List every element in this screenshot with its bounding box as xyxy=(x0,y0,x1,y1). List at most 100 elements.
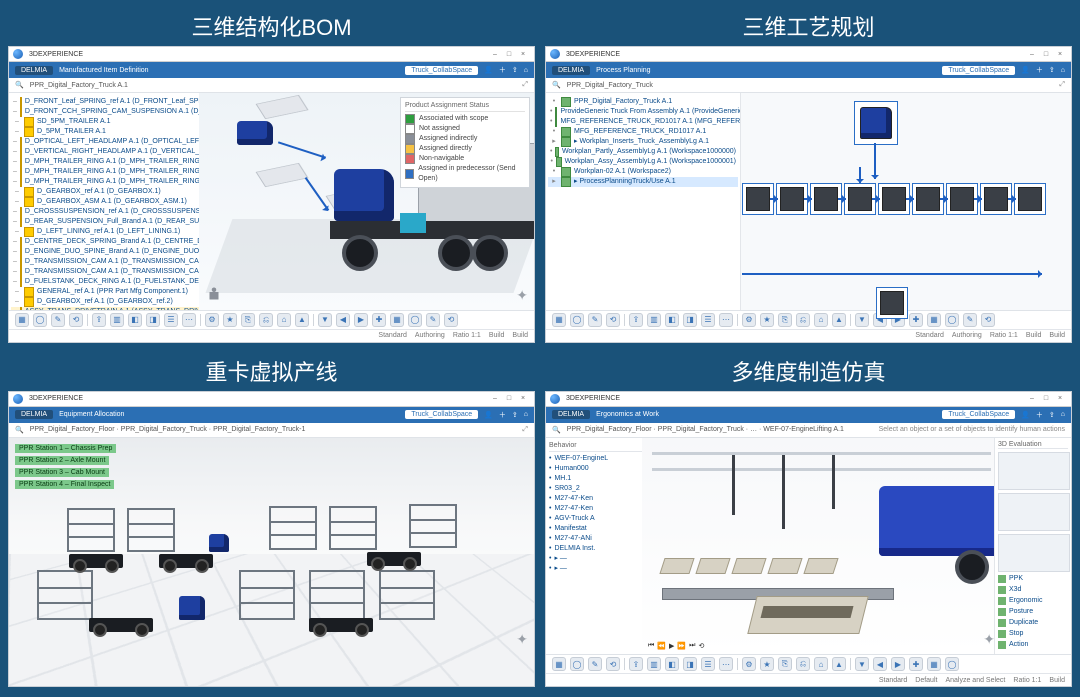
share-icon[interactable]: ⇪ xyxy=(1049,66,1055,74)
toolbar-button[interactable]: ▦ xyxy=(927,313,941,327)
toolbar-button[interactable]: ★ xyxy=(760,657,774,671)
tree-item[interactable]: –D_TRANSMISSION_CAM A.1 (D_TRANSMISSION_… xyxy=(11,267,201,277)
process-node-cab[interactable] xyxy=(854,101,898,145)
playback-button[interactable]: ⏭ xyxy=(689,642,695,650)
toolbar-button[interactable]: ⎌ xyxy=(259,313,273,327)
process-node[interactable] xyxy=(876,287,908,319)
toolbar-button[interactable]: ✎ xyxy=(426,313,440,327)
toolbar-button[interactable]: ▶ xyxy=(891,657,905,671)
collab-chip[interactable]: Truck_CollabSpace xyxy=(942,66,1015,75)
breadcrumb-text[interactable]: PPR_Digital_Factory_Floor · PPR_Digital_… xyxy=(30,426,306,433)
window-close-icon[interactable]: × xyxy=(1053,49,1067,59)
toolbar-button[interactable]: ⎘ xyxy=(778,657,792,671)
tree-item[interactable]: • Human000 xyxy=(549,464,645,474)
expand-icon[interactable]: ⤢ xyxy=(522,81,528,89)
toolbar-button[interactable]: ◀ xyxy=(336,313,350,327)
toolbar-button[interactable]: ⎘ xyxy=(241,313,255,327)
eval-item[interactable]: Duplicate xyxy=(998,619,1068,627)
search-icon[interactable]: 🔍 xyxy=(552,426,561,434)
window-close-icon[interactable]: × xyxy=(516,49,530,59)
tree-item[interactable]: • MH.1 xyxy=(549,474,645,484)
collab-chip[interactable]: Truck_CollabSpace xyxy=(405,410,478,419)
tree-item[interactable]: –D_CROSSSUSPENSION_ref A.1 (D_CROSSSUSPE… xyxy=(11,207,201,217)
home-icon[interactable]: ⌂ xyxy=(1061,411,1065,418)
toolbar-button[interactable]: ▲ xyxy=(832,657,846,671)
tree-item[interactable]: •WEF-07-EngineL xyxy=(549,454,645,464)
breadcrumb-text[interactable]: PPR_Digital_Factory_Truck xyxy=(567,82,653,89)
toolbar-button[interactable]: ◧ xyxy=(665,657,679,671)
toolbar-button[interactable]: ☰ xyxy=(701,313,715,327)
toolbar-button[interactable]: ⋯ xyxy=(719,657,733,671)
toolbar-button[interactable]: ▼ xyxy=(318,313,332,327)
tree-item[interactable]: • Workplan_Assy_AssemblyLg A.1 (Workspac… xyxy=(548,157,738,167)
tree-item[interactable]: ▸▸ ProcessPlanningTruck/Use A.1 xyxy=(548,177,738,187)
toolbar-button[interactable]: ▲ xyxy=(295,313,309,327)
toolbar-button[interactable]: ▼ xyxy=(855,657,869,671)
toolbar-button[interactable]: ◀ xyxy=(873,657,887,671)
toolbar-button[interactable]: ⇪ xyxy=(629,313,643,327)
tree-item[interactable]: –D_FUELSTANK_DECK_RING A.1 (D_FUELSTANK_… xyxy=(11,277,201,287)
toolbar-button[interactable]: ▦ xyxy=(552,657,566,671)
toolbar-button[interactable]: ✚ xyxy=(909,657,923,671)
toolbar-button[interactable]: ◨ xyxy=(683,657,697,671)
share-icon[interactable]: ⇪ xyxy=(512,411,518,419)
toolbar-button[interactable]: ☰ xyxy=(164,313,178,327)
tree-item[interactable]: –D_MPH_TRAILER_RING A.1 (D_MPH_TRAILER_R… xyxy=(11,177,201,187)
window-maximize-icon[interactable]: □ xyxy=(1039,49,1053,59)
toolbar-button[interactable]: ▥ xyxy=(647,657,661,671)
tree-item[interactable]: • M27-47-Ken xyxy=(549,494,645,504)
toolbar-button[interactable]: ◧ xyxy=(128,313,142,327)
toolbar-button[interactable]: ▥ xyxy=(110,313,124,327)
toolbar-button[interactable]: ▶ xyxy=(354,313,368,327)
compass-icon[interactable]: ✦ xyxy=(516,287,528,304)
plus-icon[interactable]: ＋ xyxy=(499,410,506,420)
search-icon[interactable]: 🔍 xyxy=(552,81,561,89)
toolbar-button[interactable]: ⟲ xyxy=(981,313,995,327)
home-icon[interactable]: ⌂ xyxy=(524,411,528,418)
plan-tree[interactable]: •PPR_Digital_Factory_Truck A.1•ProvideGe… xyxy=(546,93,741,310)
compass-icon[interactable]: ✦ xyxy=(516,631,528,648)
toolbar-button[interactable]: ⇪ xyxy=(92,313,106,327)
window-minimize-icon[interactable]: – xyxy=(488,394,502,404)
collab-chip[interactable]: Truck_CollabSpace xyxy=(405,66,478,75)
evaluation-thumbnail[interactable] xyxy=(998,493,1070,531)
toolbar-button[interactable]: ✎ xyxy=(963,313,977,327)
eval-item[interactable]: PPK xyxy=(998,575,1068,583)
window-minimize-icon[interactable]: – xyxy=(1025,49,1039,59)
tree-item[interactable]: –D_ENGINE_DUO_SPINE_Brand A.1 (D_ENGINE_… xyxy=(11,247,201,257)
home-icon[interactable]: ⌂ xyxy=(524,67,528,74)
tree-item[interactable]: –D_CENTRE_DECK_SPRING_Brand A.1 (D_CENTR… xyxy=(11,237,201,247)
toolbar-button[interactable]: ◯ xyxy=(570,313,584,327)
toolbar-button[interactable]: ⎘ xyxy=(778,313,792,327)
window-maximize-icon[interactable]: □ xyxy=(1039,394,1053,404)
process-flow-canvas[interactable] xyxy=(736,97,1067,306)
evaluation-thumbnail[interactable] xyxy=(998,534,1070,572)
breadcrumb-text[interactable]: PPR_Digital_Factory_Floor · PPR_Digital_… xyxy=(567,426,844,433)
toolbar-button[interactable]: ◯ xyxy=(33,313,47,327)
playback-button[interactable]: ⏩ xyxy=(677,642,686,650)
tree-item[interactable]: –D_OPTICAL_LEFT_HEADLAMP A.1 (D_OPTICAL_… xyxy=(11,137,201,147)
tree-item[interactable]: –D_LEFT_LINING_ref A.1 (D_LEFT_LINING.1) xyxy=(11,227,201,237)
share-icon[interactable]: ⇪ xyxy=(512,66,518,74)
tree-item[interactable]: •PPR_Digital_Factory_Truck A.1 xyxy=(548,97,738,107)
tree-item[interactable]: –D_FRONT_Leaf_SPRING_ref A.1 (D_FRONT_Le… xyxy=(11,97,201,107)
toolbar-button[interactable]: ⟲ xyxy=(606,313,620,327)
toolbar-button[interactable]: ⋯ xyxy=(719,313,733,327)
toolbar-button[interactable]: ◨ xyxy=(683,313,697,327)
robot-icon[interactable] xyxy=(205,286,223,304)
plus-icon[interactable]: ＋ xyxy=(1036,65,1043,75)
user-avatar-icon[interactable]: 👤 xyxy=(484,411,493,419)
tree-item[interactable]: –D_REAR_SUSPENSION_Full_Brand A.1 (D_REA… xyxy=(11,217,201,227)
toolbar-button[interactable]: ⌂ xyxy=(814,657,828,671)
toolbar-button[interactable]: ⟲ xyxy=(69,313,83,327)
toolbar-button[interactable]: ◯ xyxy=(945,313,959,327)
bom-tree[interactable]: –D_FRONT_Leaf_SPRING_ref A.1 (D_FRONT_Le… xyxy=(9,93,204,310)
expand-icon[interactable]: ⤢ xyxy=(1059,81,1065,89)
toolbar-button[interactable]: ⇪ xyxy=(629,657,643,671)
tree-item[interactable]: • ▸ — xyxy=(549,564,645,574)
tree-item[interactable]: –SD_5PM_TRAILER A.1 xyxy=(11,117,201,127)
factory-floor-3d[interactable]: PPR Station 1 – Chassis Prep PPR Station… xyxy=(9,438,534,655)
tree-item[interactable]: –D_GEARBOX_ref A.1 (D_GEARBOX_ref.2) xyxy=(11,297,201,307)
window-close-icon[interactable]: × xyxy=(516,394,530,404)
tree-item[interactable]: –ASSY_TRANS_DRIVETRAIN A.1 (ASSY_TRANS_D… xyxy=(11,307,201,310)
